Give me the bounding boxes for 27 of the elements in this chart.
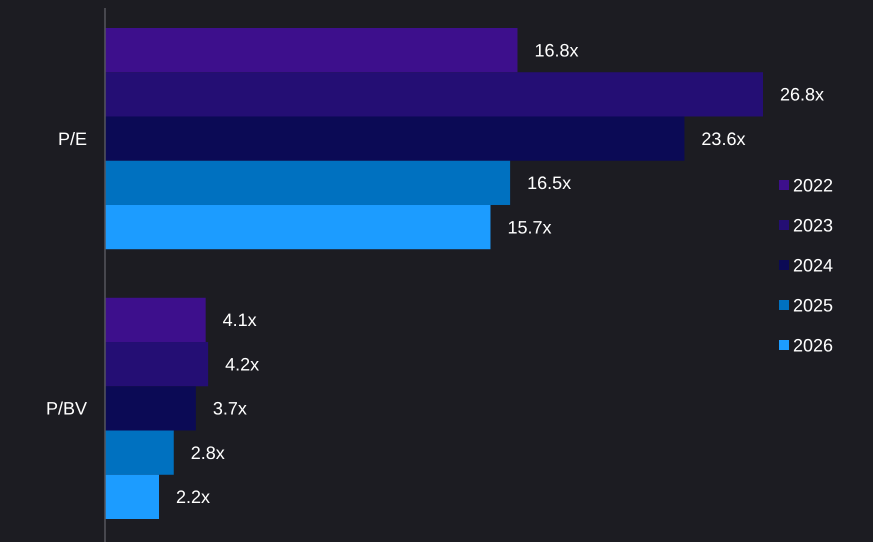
legend-label: 2024 [793,255,834,276]
data-label: 16.5x [527,173,572,194]
y-tick-label: P/BV [46,398,87,419]
data-label: 15.7x [507,217,552,238]
y-tick-label: P/E [58,128,87,149]
data-label: 23.6x [701,128,746,149]
legend-label: 2025 [793,295,834,316]
legend-label: 2022 [793,175,834,196]
data-label: 4.1x [222,310,257,330]
bar [105,28,518,72]
legend-label: 2023 [793,215,834,236]
bar [105,386,196,431]
data-label: 16.8x [534,40,579,60]
bar [105,160,510,205]
data-label: 2.2x [176,487,210,508]
bar [105,430,174,475]
bar [105,204,490,250]
data-label: 4.2x [225,354,260,374]
bar [105,474,160,519]
bar [105,342,208,386]
legend-label: 2026 [793,335,834,356]
data-label: 26.8x [780,84,824,105]
bar [105,298,206,342]
data-label: 2.8x [190,442,225,463]
bar [105,116,684,161]
bar [105,72,763,116]
data-label: 3.7x [212,398,247,419]
